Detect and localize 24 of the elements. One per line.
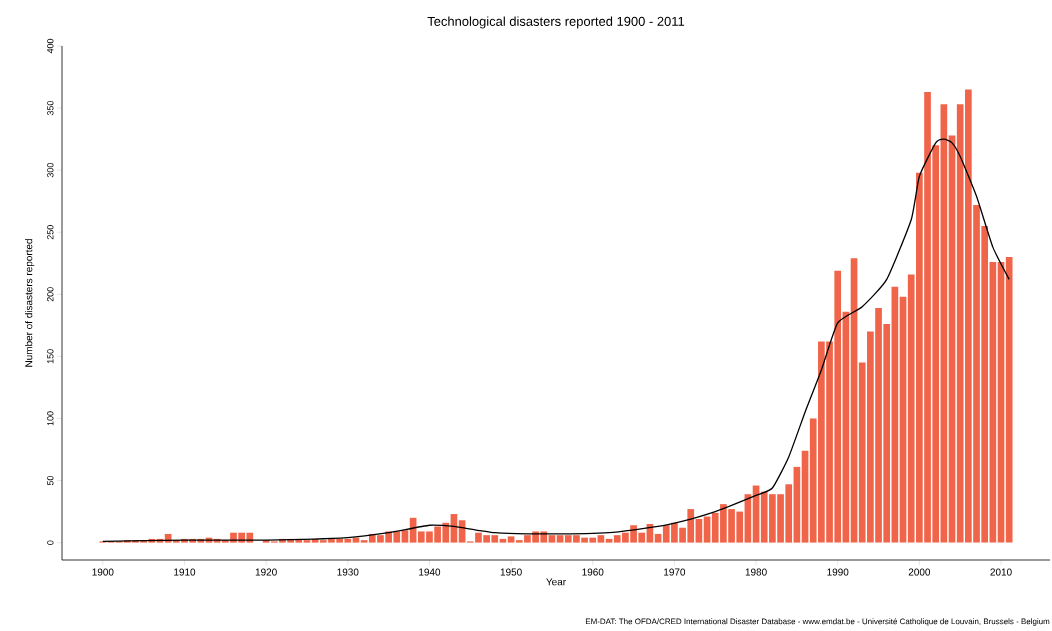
y-tick-label: 250 bbox=[47, 225, 54, 240]
x-tick-label: 1980 bbox=[745, 568, 767, 576]
x-tick-label: 1930 bbox=[337, 568, 359, 576]
y-tick-label: 400 bbox=[47, 38, 54, 54]
x-tick-label: 1910 bbox=[174, 568, 196, 576]
x-tick-label: 1990 bbox=[827, 568, 849, 576]
y-tick-label: 50 bbox=[47, 475, 54, 486]
y-tick-label: 200 bbox=[47, 287, 54, 302]
x-tick-label: 1900 bbox=[92, 568, 114, 576]
x-tick-label: 2000 bbox=[908, 568, 931, 576]
chart-title: Technological disasters reported 1900 - 2011 bbox=[427, 16, 685, 29]
y-axis-title: Number of disasters reported bbox=[25, 239, 35, 367]
x-tick-label: 1960 bbox=[582, 568, 604, 576]
y-tick-label: 350 bbox=[47, 100, 54, 116]
y-tick-label: 150 bbox=[47, 349, 54, 364]
y-tick-label: 300 bbox=[47, 163, 54, 178]
x-tick-label: 1920 bbox=[255, 568, 277, 576]
x-tick-label: 1970 bbox=[664, 568, 686, 576]
x-tick-label: 2010 bbox=[990, 568, 1012, 576]
y-tick-label: 100 bbox=[47, 411, 54, 426]
y-tick-label: 0 bbox=[47, 540, 54, 545]
x-axis-title: Year bbox=[546, 578, 566, 586]
x-tick-label: 1950 bbox=[500, 568, 522, 576]
x-tick-label: 1940 bbox=[419, 568, 441, 576]
